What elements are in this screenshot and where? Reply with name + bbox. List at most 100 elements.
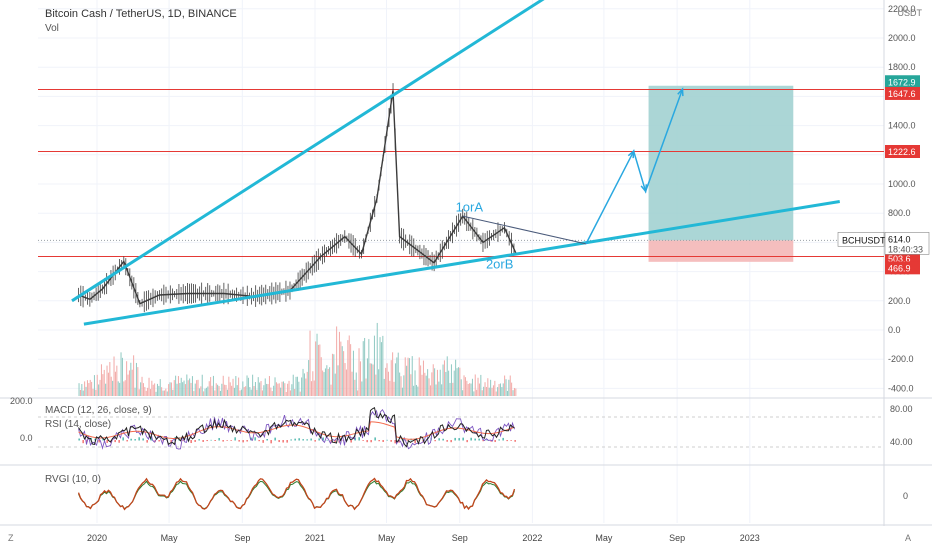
volume-bar xyxy=(218,386,220,396)
macd-histogram-bar xyxy=(458,438,460,441)
volume-bar xyxy=(260,381,262,396)
volume-bar xyxy=(509,375,511,396)
volume-bar xyxy=(336,326,338,396)
volume-bar xyxy=(133,355,135,396)
volume-bar xyxy=(485,386,487,396)
volume-bar xyxy=(504,375,506,396)
volume-bar xyxy=(401,387,403,396)
volume-bar xyxy=(378,369,380,396)
volume-bar xyxy=(439,369,441,396)
target-zone xyxy=(648,85,794,241)
volume-bar xyxy=(165,388,167,396)
volume-bar xyxy=(217,384,219,396)
volume-bar xyxy=(226,389,228,396)
volume-bar xyxy=(151,380,153,396)
volume-bar xyxy=(404,357,406,396)
volume-bar xyxy=(348,335,350,396)
price-badge-label: 1222.6 xyxy=(888,147,916,157)
volume-bar xyxy=(371,363,373,396)
volume-bar xyxy=(490,379,492,396)
volume-bar xyxy=(425,375,427,396)
volume-bar xyxy=(281,381,283,396)
macd-histogram-bar xyxy=(482,440,484,442)
volume-bar xyxy=(141,376,143,396)
auto-scale-label: A xyxy=(905,533,911,543)
downtrend-line xyxy=(462,215,587,245)
label-2orB: 2orB xyxy=(486,257,513,272)
volume-bar xyxy=(107,372,109,396)
volume-bar xyxy=(301,377,303,396)
volume-bar xyxy=(452,382,454,396)
volume-bar xyxy=(179,383,181,396)
volume-bar xyxy=(239,390,241,396)
macd-histogram-bar xyxy=(170,440,172,443)
price-tick-label: 0.0 xyxy=(888,325,901,335)
volume-bar xyxy=(208,381,210,396)
volume-bar xyxy=(121,357,123,396)
macd-tick-label: 0.0 xyxy=(20,433,33,443)
volume-bar xyxy=(373,335,375,396)
price-tick-label: 1000.0 xyxy=(888,179,916,189)
volume-bar xyxy=(329,367,331,396)
volume-bar xyxy=(140,382,142,396)
volume-bar xyxy=(205,387,207,396)
volume-bar xyxy=(173,380,175,396)
volume-bar xyxy=(134,387,136,396)
price-badge xyxy=(885,86,920,100)
volume-bar xyxy=(474,374,476,396)
volume-bar xyxy=(455,359,457,396)
volume-bar xyxy=(435,384,437,396)
volume-bar xyxy=(257,377,259,396)
rvgi-label[interactable]: RVGI (10, 0) xyxy=(45,474,101,485)
macd-histogram-bar xyxy=(206,440,208,442)
macd-label[interactable]: MACD (12, 26, close, 9) xyxy=(45,405,152,416)
macd-histogram-bar xyxy=(106,440,108,443)
volume-bar xyxy=(354,379,356,396)
macd-histogram-bar xyxy=(506,440,508,442)
volume-bar xyxy=(263,385,265,396)
macd-histogram-bar xyxy=(470,437,472,441)
time-tick-label: Sep xyxy=(234,533,250,543)
time-tick-label: 2023 xyxy=(740,533,760,543)
rsi-label[interactable]: RSI (14, close) xyxy=(45,419,112,430)
macd-histogram-bar xyxy=(250,437,252,441)
symbol-tag xyxy=(837,232,885,247)
volume-bar xyxy=(280,387,282,396)
time-tick-label: May xyxy=(378,533,396,543)
macd-histogram-bar xyxy=(298,438,300,441)
upper-wedge-line xyxy=(71,0,545,303)
volume-bar xyxy=(116,365,118,396)
rvgi-line xyxy=(77,477,516,511)
volume-bar xyxy=(177,376,179,396)
volume-bar xyxy=(106,365,108,396)
symbol-tag-label: BCHUSDT xyxy=(842,235,886,245)
lower-wedge-line xyxy=(83,200,840,326)
macd-histogram-bar xyxy=(326,439,328,441)
volume-bar xyxy=(271,391,273,396)
volume-bar xyxy=(491,387,493,396)
price-tick-label: 2000.0 xyxy=(888,33,916,43)
volume-bar xyxy=(193,391,195,396)
volume-bar xyxy=(245,386,247,396)
volume-bar xyxy=(308,360,310,396)
volume-bar xyxy=(316,333,318,396)
macd-histogram-bar xyxy=(94,438,96,441)
volume-bar xyxy=(407,357,409,396)
volume-bar xyxy=(256,389,258,396)
volume-bar xyxy=(302,368,304,396)
time-tick-label: 2021 xyxy=(305,533,325,543)
volume-bar xyxy=(397,352,399,396)
volume-bar xyxy=(176,383,178,396)
volume-bar xyxy=(502,383,504,396)
volume-bar xyxy=(446,356,448,396)
price-badge-label: 1672.9 xyxy=(888,77,916,87)
macd-histogram-bar xyxy=(294,438,296,441)
volume-bar xyxy=(296,376,298,396)
volume-bar xyxy=(481,390,483,396)
macd-histogram-bar xyxy=(122,437,124,441)
volume-bar xyxy=(313,380,315,396)
volume-bar xyxy=(78,383,80,396)
volume-bar xyxy=(156,383,158,396)
